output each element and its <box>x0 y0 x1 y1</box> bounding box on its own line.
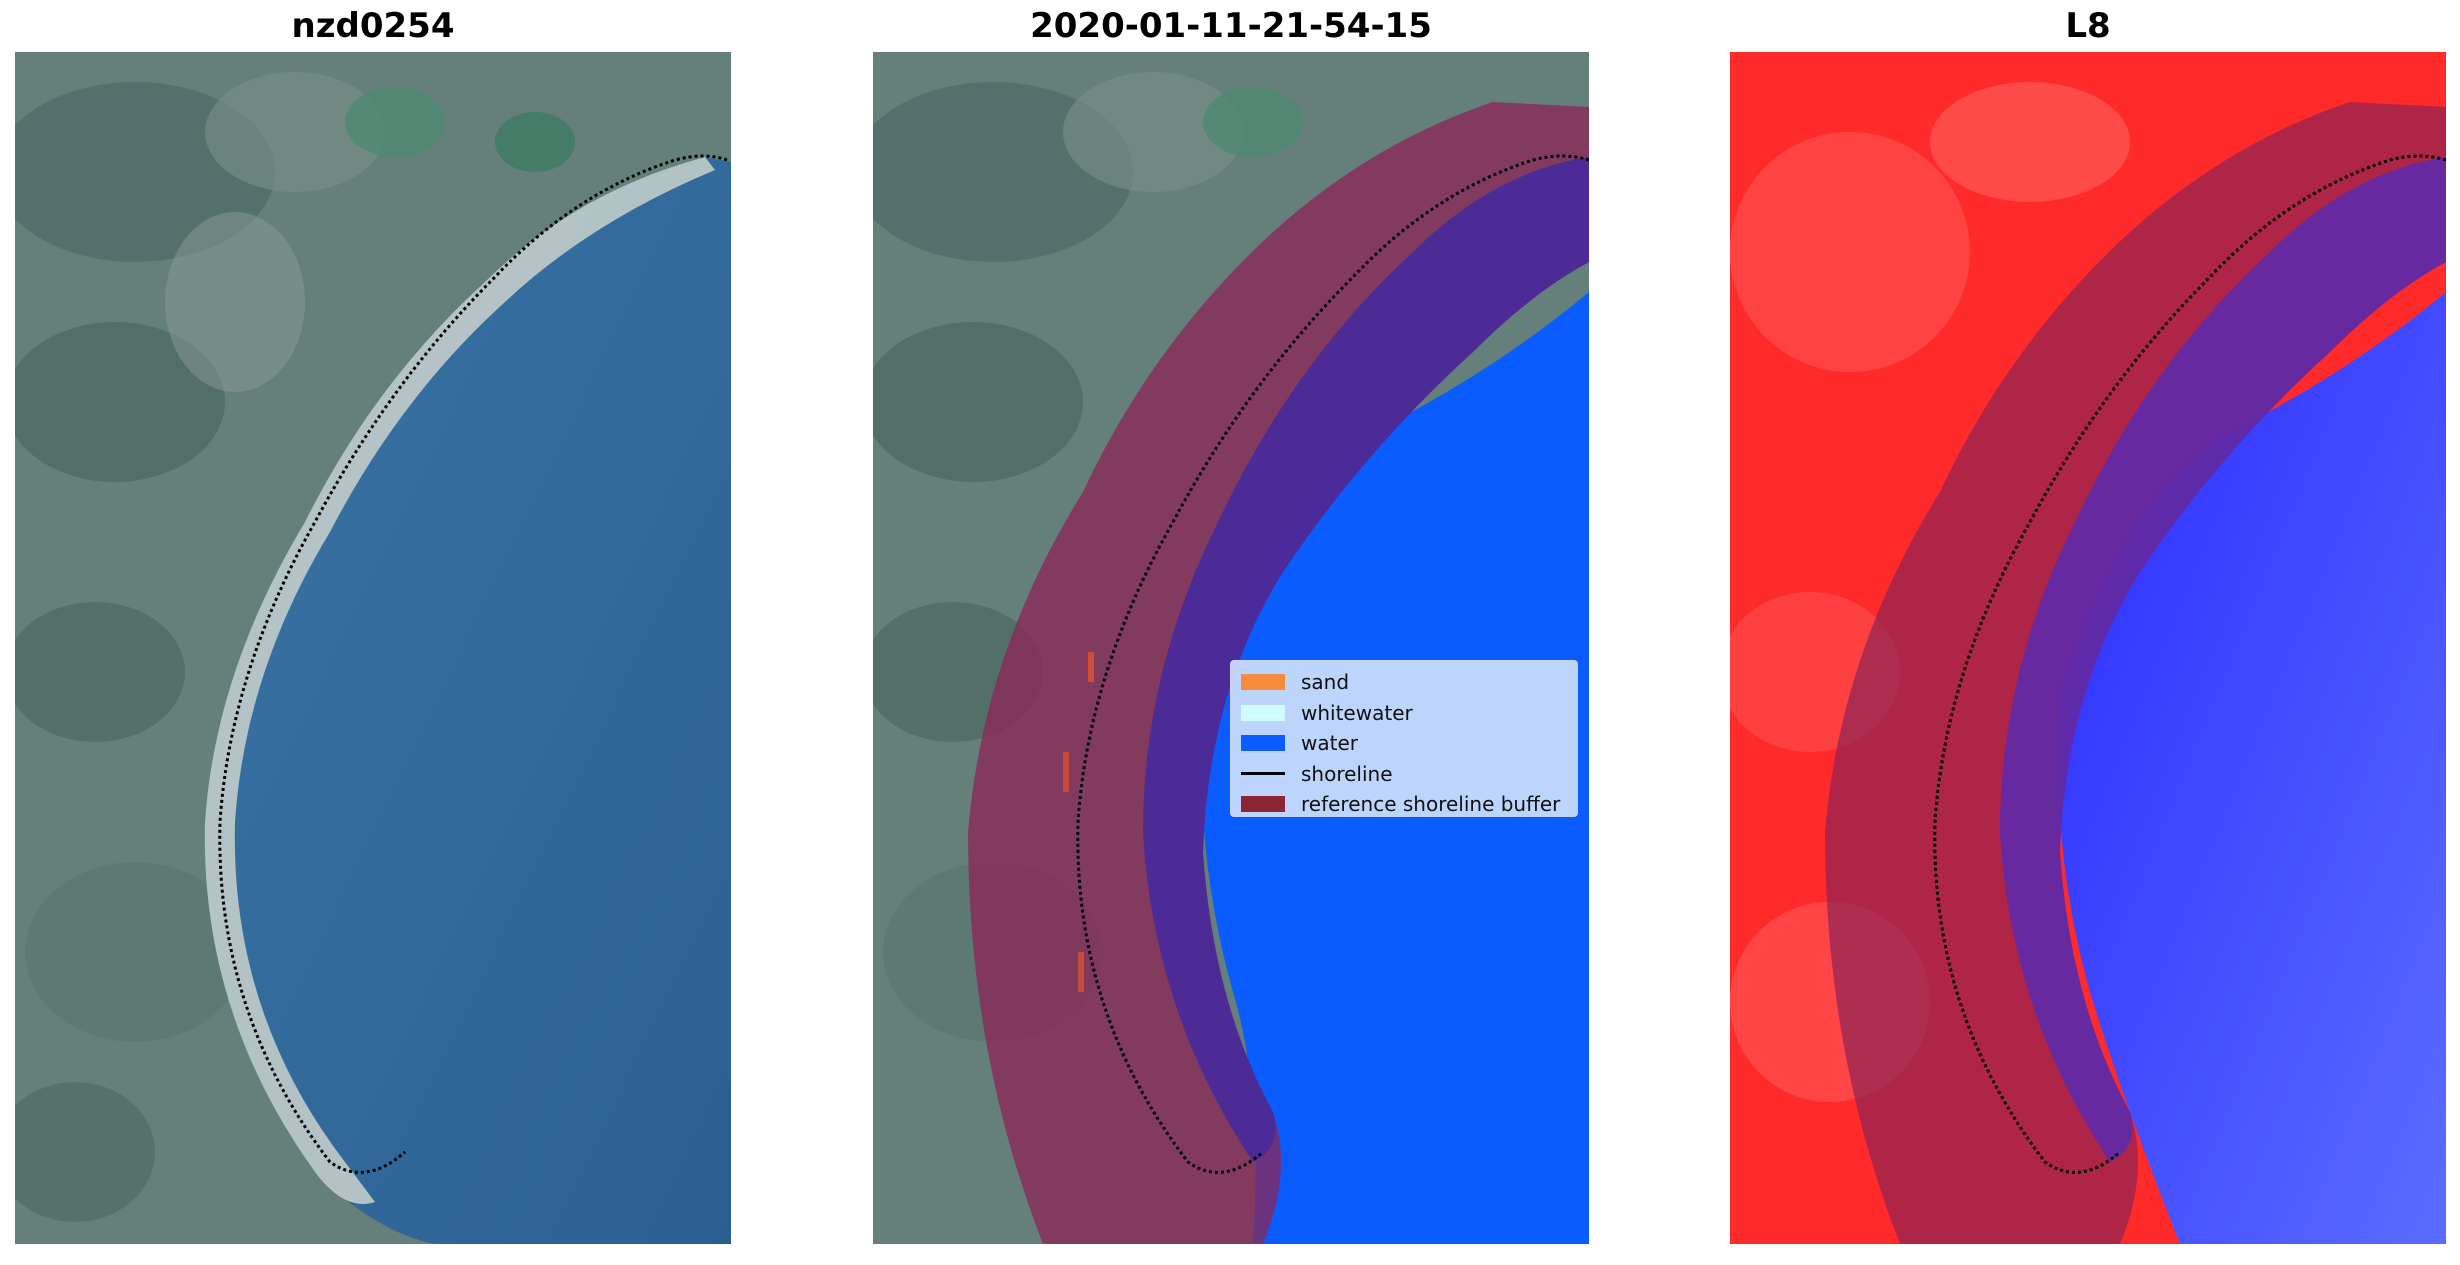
legend-label: water <box>1301 731 1358 756</box>
legend-label: shoreline <box>1301 761 1393 786</box>
legend-item-water: water <box>1241 728 1567 759</box>
classification-panel <box>873 52 1589 1244</box>
shoreline-path-2 <box>1076 154 1589 1174</box>
legend: sand whitewater water shoreline referenc… <box>1230 660 1578 817</box>
legend-item-sand: sand <box>1241 667 1567 698</box>
panel-title-3: L8 <box>2065 6 2111 46</box>
legend-item-buffer: reference shoreline buffer <box>1241 789 1567 820</box>
legend-label: reference shoreline buffer <box>1301 792 1561 817</box>
legend-swatch-buffer <box>1241 796 1285 813</box>
panel-title-1: nzd0254 <box>291 6 455 46</box>
classification-image <box>873 52 1589 1244</box>
satellite-image-panel <box>15 52 731 1244</box>
index-panel <box>1730 52 2446 1244</box>
legend-swatch-sand <box>1241 674 1285 691</box>
legend-item-shoreline: shoreline <box>1241 759 1567 790</box>
shoreline-path <box>218 154 728 1174</box>
legend-swatch-whitewater <box>1241 704 1285 721</box>
index-image <box>1730 52 2446 1244</box>
legend-label: whitewater <box>1301 700 1413 725</box>
legend-item-whitewater: whitewater <box>1241 698 1567 729</box>
legend-label: sand <box>1301 670 1350 695</box>
legend-swatch-water <box>1241 735 1285 752</box>
shoreline-path-3 <box>1933 154 2446 1174</box>
panel-title-2: 2020-01-11-21-54-15 <box>1030 6 1432 46</box>
satellite-image <box>15 52 731 1244</box>
legend-line-shoreline <box>1241 772 1285 776</box>
